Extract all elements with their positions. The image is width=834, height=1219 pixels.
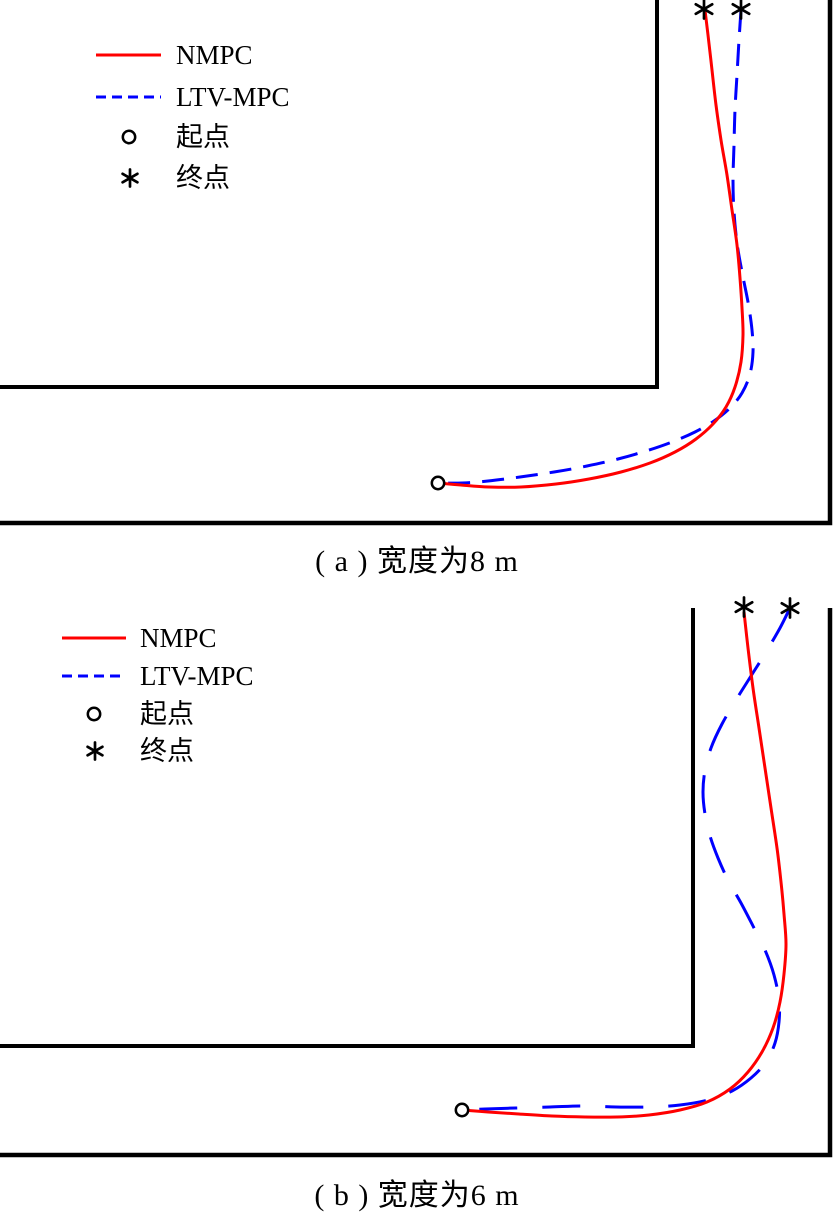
legend-label-4-a: 终点 (176, 163, 230, 193)
inner-wall-b (0, 608, 695, 1048)
end-marker-b-2 (780, 597, 800, 619)
legend-label-1-a: NMPC (176, 40, 253, 70)
legend-label-2-b: LTV-MPC (140, 661, 254, 691)
legend-label-4-b: 终点 (140, 736, 194, 766)
legend-label-3-b: 起点 (140, 699, 194, 729)
caption-a: ( a ) 宽度为8 m (315, 545, 519, 578)
trajectory-ltv-mpc-a (439, 9, 755, 485)
caption-b: ( b ) 宽度为6 m (314, 1179, 520, 1212)
legend-end-asterisk-icon-a (121, 168, 139, 188)
outer-wall-a (0, 0, 833, 526)
trajectory-nmpc-a (437, 9, 745, 489)
legend-end-asterisk-icon-b (86, 741, 104, 761)
inner-wall-a (0, 0, 659, 389)
legend-start-circle-icon-a (121, 129, 137, 145)
end-marker-a-1 (694, 0, 714, 20)
end-marker-a-2 (731, 0, 751, 20)
start-marker-a (430, 475, 446, 491)
legend-start-circle-icon-b (86, 706, 102, 722)
trajectory-nmpc-b (461, 611, 788, 1119)
trajectory-ltv-mpc-b (462, 607, 792, 1112)
legend-label-1-b: NMPC (140, 623, 217, 653)
legend-label-3-a: 起点 (176, 122, 230, 152)
legend-label-2-a: LTV-MPC (176, 82, 290, 112)
start-marker-b (454, 1102, 470, 1118)
end-marker-b-1 (734, 596, 754, 618)
outer-wall-b (0, 608, 833, 1158)
